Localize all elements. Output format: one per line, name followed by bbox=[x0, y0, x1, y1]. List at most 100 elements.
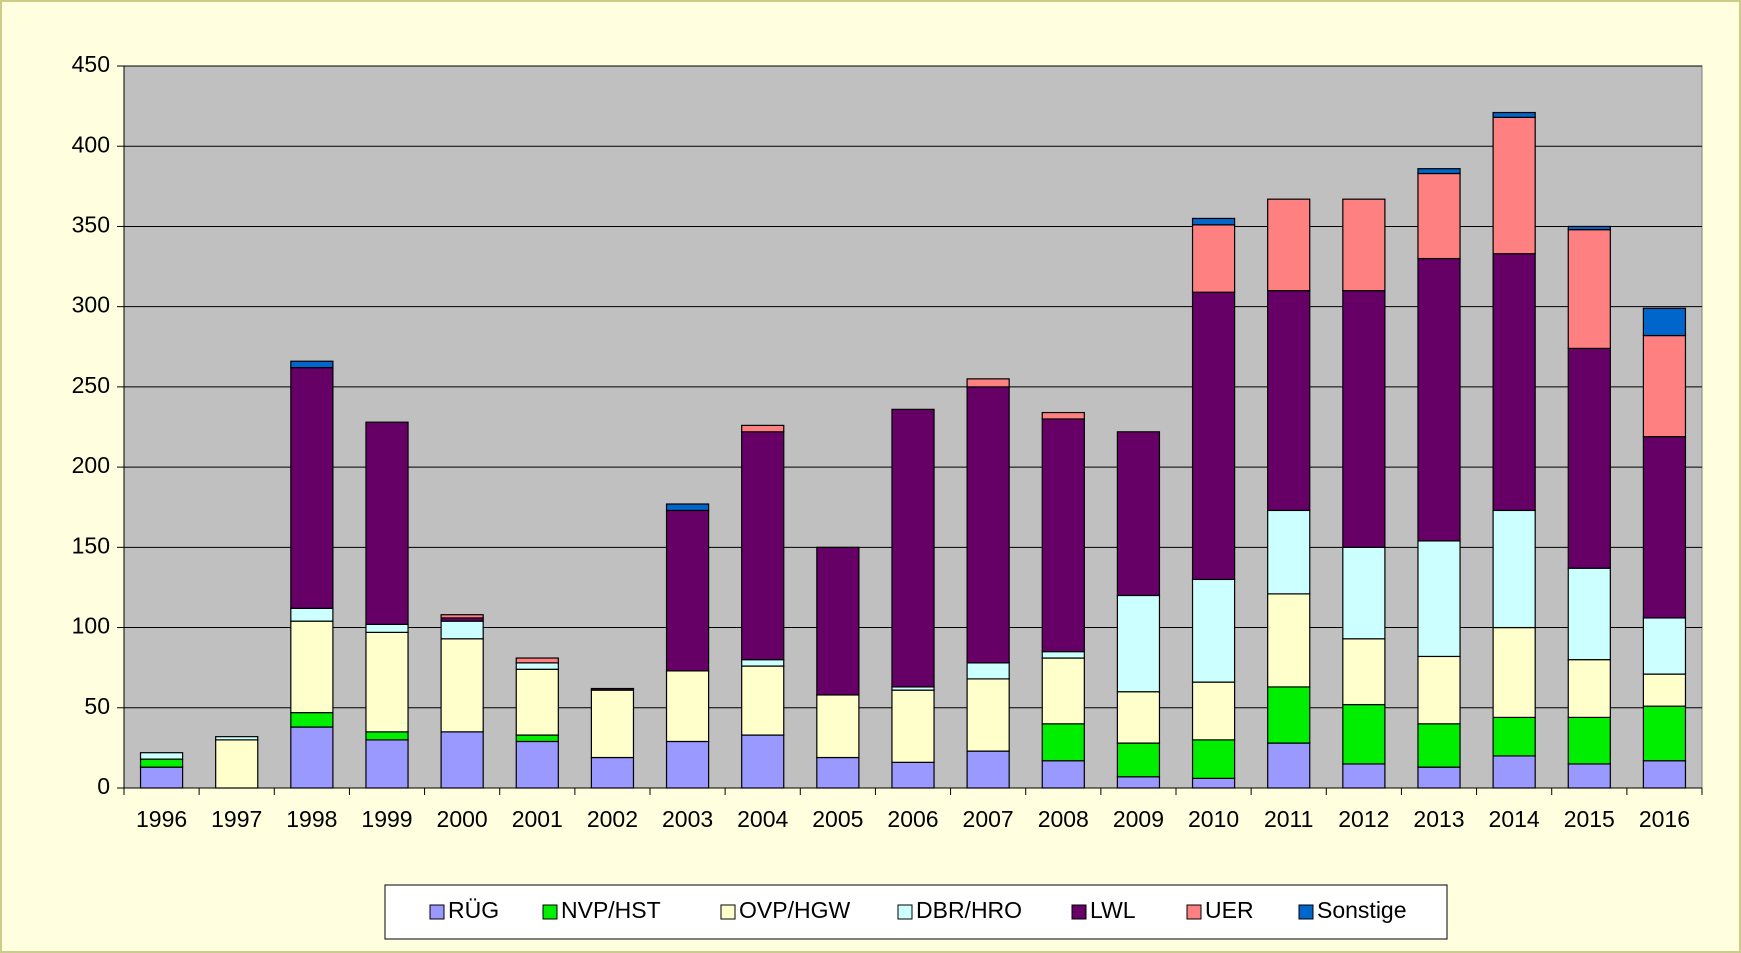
bar-segment bbox=[966, 678, 1010, 752]
bar-segment bbox=[741, 659, 785, 667]
bar-segment bbox=[1041, 657, 1085, 725]
bar-segment bbox=[891, 761, 935, 789]
bar-segment bbox=[1642, 673, 1687, 707]
bar-segment bbox=[590, 689, 635, 759]
x-tick-label: 2012 bbox=[1338, 806, 1389, 832]
bar-segment bbox=[440, 614, 484, 619]
bar-segment bbox=[1567, 763, 1611, 789]
legend-swatch bbox=[720, 904, 736, 920]
bar-segment bbox=[440, 731, 484, 789]
bar-segment bbox=[891, 408, 935, 688]
bar-segment bbox=[1041, 723, 1085, 762]
bar-segment bbox=[1267, 593, 1311, 688]
bar-segment bbox=[1492, 755, 1536, 789]
legend-box bbox=[384, 884, 1448, 940]
bar-segment bbox=[966, 386, 1010, 664]
bar-segment bbox=[1041, 411, 1085, 420]
bar-segment bbox=[1642, 617, 1687, 675]
legend-label: LWL bbox=[1090, 897, 1136, 923]
legend-label: UER bbox=[1205, 897, 1254, 923]
bar-segment bbox=[665, 670, 710, 743]
bar-segment bbox=[139, 766, 184, 789]
bar-segment bbox=[1492, 116, 1536, 255]
x-tick-label: 2007 bbox=[963, 806, 1014, 832]
bar-segment bbox=[1417, 172, 1461, 260]
bar-segment bbox=[741, 424, 785, 433]
y-tick-label: 450 bbox=[72, 51, 110, 77]
bar-segment bbox=[741, 431, 785, 661]
legend-swatch bbox=[542, 904, 558, 920]
x-tick-label: 1999 bbox=[361, 806, 412, 832]
bar-segment bbox=[290, 620, 334, 714]
legend-label: OVP/HGW bbox=[739, 897, 850, 923]
bar-segment bbox=[139, 752, 184, 760]
bar-segment bbox=[665, 509, 710, 672]
legend-label: NVP/HST bbox=[561, 897, 661, 923]
bar-segment bbox=[139, 758, 184, 768]
x-tick-label: 2009 bbox=[1113, 806, 1164, 832]
bar-segment bbox=[1642, 760, 1687, 789]
bar-segment bbox=[1267, 686, 1311, 744]
bar-segment bbox=[290, 360, 334, 369]
legend-swatch bbox=[429, 904, 445, 920]
x-tick-label: 2014 bbox=[1489, 806, 1540, 832]
bar-segment bbox=[1492, 716, 1536, 757]
legend-swatch bbox=[1298, 904, 1314, 920]
y-tick-label: 0 bbox=[97, 773, 110, 799]
bar-segment bbox=[816, 546, 860, 696]
y-tick-label: 50 bbox=[84, 693, 110, 719]
y-tick-label: 350 bbox=[72, 212, 110, 238]
bar-segment bbox=[1642, 705, 1687, 762]
bar-segment bbox=[1567, 229, 1611, 349]
x-tick-label: 2003 bbox=[662, 806, 713, 832]
bar-segment bbox=[365, 623, 409, 633]
bar-segment bbox=[966, 378, 1010, 388]
bar-segment bbox=[1267, 742, 1311, 789]
x-tick-label: 1998 bbox=[286, 806, 337, 832]
bar-segment bbox=[966, 662, 1010, 680]
bar-segment bbox=[515, 662, 559, 670]
bar-segment bbox=[1492, 626, 1536, 719]
x-tick-label: 2005 bbox=[812, 806, 863, 832]
bar-segment bbox=[440, 620, 484, 640]
x-tick-label: 2010 bbox=[1188, 806, 1239, 832]
bar-segment bbox=[1567, 347, 1611, 569]
bar-segment bbox=[1041, 418, 1085, 653]
bar-segment bbox=[1191, 777, 1236, 789]
y-tick-label: 100 bbox=[72, 613, 110, 639]
bar-segment bbox=[1116, 594, 1161, 693]
bar-segment bbox=[1417, 723, 1461, 768]
bar-segment bbox=[590, 756, 635, 789]
bar-segment bbox=[1041, 651, 1085, 659]
bar-segment bbox=[215, 739, 259, 789]
bar-segment bbox=[1041, 760, 1085, 789]
y-tick-label: 200 bbox=[72, 452, 110, 478]
bar-segment bbox=[1267, 198, 1311, 292]
bar-segment bbox=[1267, 290, 1311, 512]
legend-swatch bbox=[1186, 904, 1202, 920]
x-tick-label: 1997 bbox=[211, 806, 262, 832]
legend-swatch bbox=[897, 904, 913, 920]
bar-segment bbox=[1191, 217, 1236, 226]
bar-segment bbox=[1492, 509, 1536, 629]
bar-segment bbox=[665, 740, 710, 789]
bar-segment bbox=[1417, 168, 1461, 175]
x-tick-label: 2002 bbox=[587, 806, 638, 832]
bar-segment bbox=[891, 689, 935, 763]
bar-segment bbox=[816, 756, 860, 789]
bar-segment bbox=[816, 694, 860, 759]
bar-segment bbox=[1116, 776, 1161, 789]
bar-segment bbox=[1342, 198, 1386, 292]
x-tick-label: 2013 bbox=[1413, 806, 1464, 832]
bar-segment bbox=[1642, 334, 1687, 438]
bar-segment bbox=[590, 687, 635, 691]
bar-segment bbox=[1191, 681, 1236, 741]
bar-segment bbox=[1191, 224, 1236, 293]
bar-segment bbox=[1642, 436, 1687, 619]
bar-segment bbox=[1116, 691, 1161, 744]
x-tick-label: 2004 bbox=[737, 806, 788, 832]
bar-segment bbox=[1191, 291, 1236, 581]
bar-segment bbox=[1492, 111, 1536, 118]
bar-segment bbox=[290, 367, 334, 609]
